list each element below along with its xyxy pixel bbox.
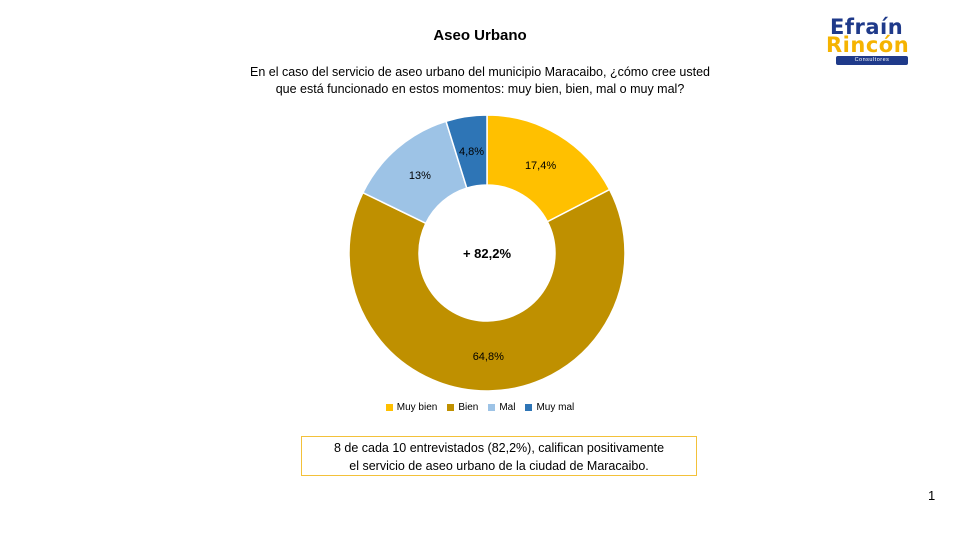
- data-label-muy-mal: 4,8%: [459, 146, 484, 158]
- slice-muy-bien: [486, 114, 611, 223]
- legend-label: Muy mal: [536, 402, 575, 413]
- note-line-1: 8 de cada 10 entrevistados (82,2%), cali…: [333, 441, 665, 455]
- legend-item-mal: Mal: [488, 402, 515, 413]
- slice-muy-mal: [445, 114, 488, 190]
- logo-line-1: Efraín: [830, 15, 904, 39]
- slice-bien: [348, 188, 626, 392]
- chart-legend: Muy bien Bien Mal Muy mal: [0, 402, 960, 413]
- center-label: + 82,2%: [463, 246, 512, 261]
- summary-note: 8 de cada 10 entrevistados (82,2%), cali…: [301, 436, 697, 476]
- legend-swatch: [447, 404, 455, 411]
- legend-swatch: [525, 404, 533, 411]
- legend-label: Mal: [499, 402, 516, 413]
- legend-item-muy-mal: Muy mal: [525, 402, 574, 413]
- data-label-mal: 13%: [409, 170, 431, 182]
- data-label-muy-bien: 17,4%: [525, 160, 556, 172]
- donut-chart: 17,4% 64,8% 13% 4,8% + 82,2%: [348, 114, 626, 392]
- legend-item-bien: Bien: [447, 402, 478, 413]
- logo-line-2: Rincón: [826, 33, 910, 57]
- legend-label: Muy bien: [396, 402, 438, 413]
- slide-title: Aseo Urbano: [433, 27, 527, 44]
- note-line-2: el servicio de aseo urbano de la ciudad …: [349, 459, 649, 473]
- page-number: 1: [928, 488, 936, 503]
- data-label-bien: 64,8%: [473, 351, 504, 363]
- logo-tagline: Consultores: [836, 56, 908, 65]
- legend-swatch: [488, 404, 496, 411]
- question-line-2: que está funcionado en estos momentos: m…: [275, 82, 685, 96]
- question-line-1: En el caso del servicio de aseo urbano d…: [250, 65, 710, 79]
- efrain-rincon-logo: Efraín Rincón Consultores: [826, 14, 918, 66]
- legend-swatch: [385, 404, 393, 411]
- survey-question: En el caso del servicio de aseo urbano d…: [230, 64, 730, 98]
- legend-item-muy-bien: Muy bien: [385, 402, 438, 413]
- legend-label: Bien: [458, 402, 479, 413]
